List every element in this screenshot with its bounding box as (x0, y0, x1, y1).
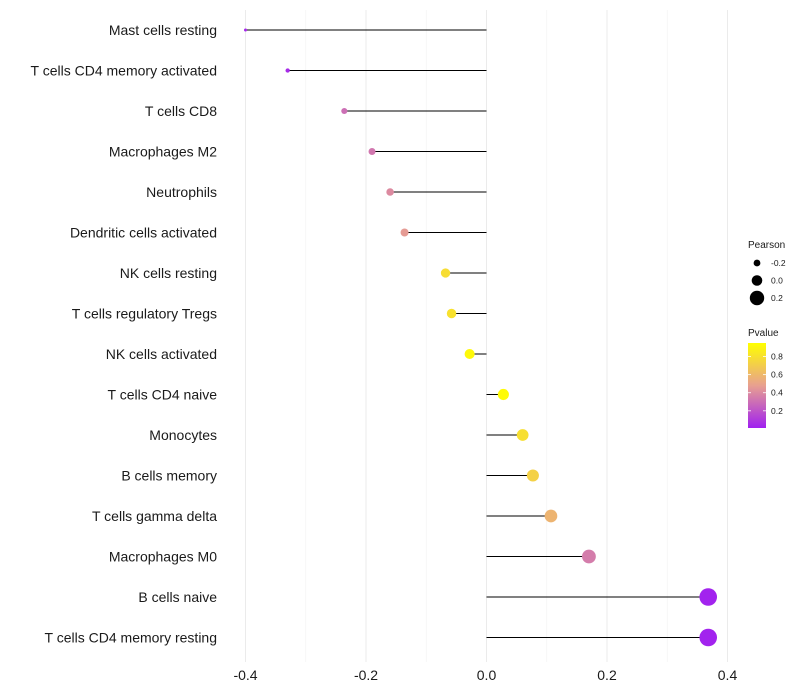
category-label: T cells gamma delta (92, 508, 217, 524)
category-label: Mast cells resting (109, 22, 217, 38)
size-legend-title: Pearson (748, 240, 785, 251)
x-tick-label: 0.2 (597, 667, 617, 683)
colorbar-tick-label: 0.6 (771, 370, 783, 380)
category-label: Neutrophils (146, 184, 217, 200)
category-label: T cells CD4 naive (108, 387, 218, 403)
point-10 (516, 429, 529, 441)
point-2 (341, 107, 348, 115)
category-label: T cells CD8 (145, 103, 217, 119)
category-label: B cells memory (121, 468, 217, 484)
category-label: T cells CD4 memory resting (45, 630, 217, 646)
point-15 (699, 628, 718, 647)
pvalue-colorbar (748, 343, 766, 428)
size-legend-label: 0.0 (771, 276, 783, 286)
size-legend-dot (749, 290, 765, 306)
point-14 (699, 588, 718, 606)
point-7 (446, 308, 457, 319)
color-legend-title: Pvalue (748, 328, 779, 339)
colorbar-tick-label: 0.8 (771, 352, 783, 362)
lollipop-stems (245, 29, 709, 638)
category-label: Macrophages M2 (109, 144, 217, 160)
point-3 (368, 148, 376, 155)
x-tick-label: -0.2 (354, 667, 378, 683)
category-label: T cells CD4 memory activated (31, 63, 217, 79)
category-label: T cells regulatory Tregs (72, 306, 217, 322)
grid-lines (245, 10, 728, 662)
point-6 (440, 268, 451, 278)
size-legend-dot (751, 275, 763, 286)
colorbar-tick-label: 0.2 (771, 406, 783, 416)
point-1 (285, 68, 290, 73)
size-legend-label: -0.2 (771, 258, 786, 268)
colorbar-ticks: 0.8 0.6 0.4 0.2 (748, 352, 783, 416)
x-axis-ticks: -0.4 -0.2 0.0 0.2 0.4 (233, 667, 737, 683)
point-5 (400, 228, 409, 237)
category-label: Macrophages M0 (109, 549, 217, 565)
category-label: NK cells resting (120, 265, 217, 281)
category-labels: Mast cells resting T cells CD4 memory act… (31, 22, 218, 646)
category-label: Dendritic cells activated (70, 225, 217, 241)
x-tick-label: 0.0 (477, 667, 497, 683)
point-0 (244, 28, 247, 32)
point-12 (544, 509, 558, 523)
size-legend-label: 0.2 (771, 293, 783, 303)
point-13 (582, 549, 596, 564)
x-tick-label: 0.4 (718, 667, 738, 683)
legend: Pearson -0.2 0.0 0.2 Pvalue 0.8 0.6 0.4 0.2 (748, 240, 786, 428)
size-legend-items: -0.2 0.0 0.2 (749, 258, 786, 306)
colorbar-tick-label: 0.4 (771, 388, 783, 398)
size-legend-dot (753, 259, 761, 267)
point-4 (386, 188, 394, 196)
point-11 (526, 469, 539, 482)
category-label: B cells naive (138, 589, 217, 605)
category-label: Monocytes (149, 427, 217, 443)
point-8 (464, 348, 475, 360)
x-tick-label: -0.4 (233, 667, 257, 683)
category-label: NK cells activated (106, 346, 217, 362)
lollipop-points (244, 28, 718, 647)
point-9 (497, 388, 509, 401)
